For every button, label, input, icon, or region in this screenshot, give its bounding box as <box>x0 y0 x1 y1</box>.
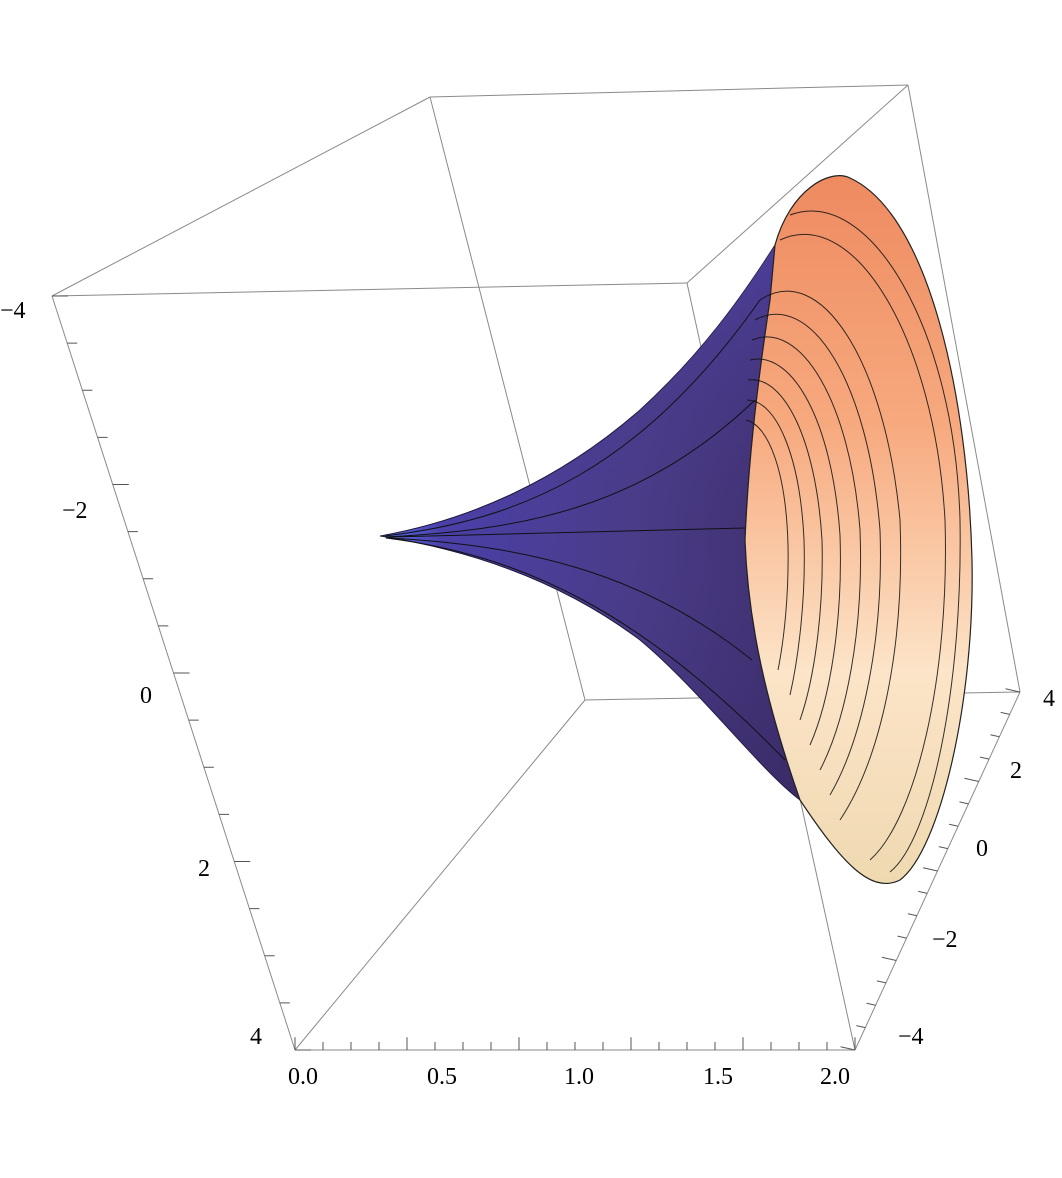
y-axis-tick <box>990 734 1000 738</box>
y-tick-label: −2 <box>932 927 958 953</box>
y-axis-tick <box>964 777 979 782</box>
y-axis-tick <box>1000 711 1010 715</box>
y-axis-tick <box>881 956 897 961</box>
y-axis-tick <box>918 890 928 894</box>
x-tick-label: 0.0 <box>288 1064 318 1090</box>
y-axis-tick <box>897 935 907 939</box>
bounding-box <box>51 84 1021 1051</box>
z-tick-label: −2 <box>62 498 88 524</box>
y-axis-tick <box>907 913 917 917</box>
y-tick-label: 0 <box>976 836 988 862</box>
y-tick-label: 4 <box>1043 686 1055 712</box>
z-tick-label: 2 <box>198 856 210 882</box>
y-axis-tick <box>979 756 990 760</box>
inner-surface <box>744 175 973 885</box>
inner-rings <box>745 210 961 873</box>
y-axis-tick <box>866 1002 876 1006</box>
x-tick-label: 2.0 <box>820 1064 850 1090</box>
z-axis-labels: −4 −2 0 2 4 <box>0 298 262 1050</box>
y-axis-tick <box>922 867 938 872</box>
y-axis-tick <box>959 801 969 805</box>
x-tick-label: 1.5 <box>703 1064 733 1090</box>
y-axis-tick <box>938 846 948 850</box>
x-tick-label: 0.5 <box>427 1064 457 1090</box>
y-axis-tick <box>949 823 959 827</box>
horn-surface <box>379 175 973 885</box>
axis-ticks <box>52 295 1021 1051</box>
z-tick-label: 0 <box>140 683 152 709</box>
z-tick-label: 4 <box>250 1024 262 1050</box>
x-tick-label: 1.0 <box>564 1064 594 1090</box>
y-axis-tick <box>856 1025 866 1029</box>
y-axis-tick <box>876 980 887 984</box>
y-axis-tick <box>840 1046 856 1051</box>
y-tick-label: −4 <box>898 1024 924 1050</box>
y-axis-tick <box>1005 688 1021 693</box>
y-tick-label: 2 <box>1010 758 1022 784</box>
y-axis-labels: 4 2 0 −2 −4 <box>898 686 1055 1050</box>
z-tick-label: −4 <box>0 298 26 324</box>
x-axis-labels: 0.0 0.5 1.0 1.5 2.0 <box>288 1064 850 1090</box>
